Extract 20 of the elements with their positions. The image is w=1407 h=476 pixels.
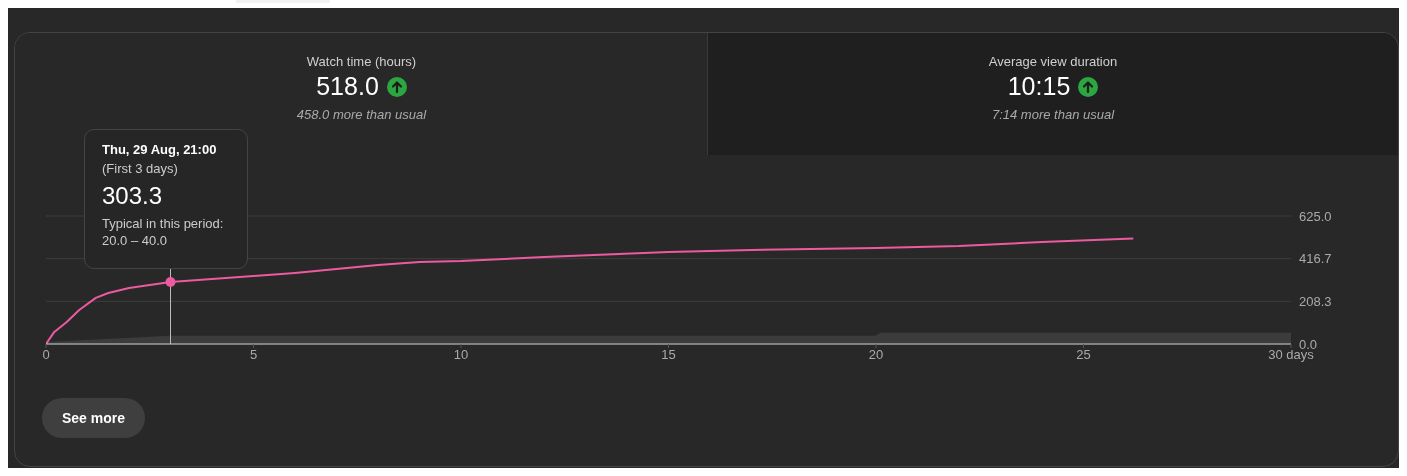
x-tick-label: 25	[1076, 347, 1091, 363]
y-tick-label: 208.3	[1299, 293, 1332, 309]
text: See more	[42, 398, 145, 438]
y-tick-label: 625.0	[1299, 208, 1332, 224]
x-tick-label: 0	[42, 347, 50, 363]
line-series	[46, 237, 1135, 344]
y-tick-label: 416.7	[1299, 251, 1332, 267]
text: 10:15	[1007, 72, 1071, 101]
x-tick-label: 5	[249, 347, 258, 363]
x-tick-label: 15	[661, 347, 676, 363]
x-tick-label: 10	[453, 347, 469, 363]
text: 7:14 more than usual	[990, 107, 1116, 122]
text: 458.0 more than usual	[295, 107, 428, 122]
text: Watch time (hours)	[305, 54, 418, 69]
annotation: Typical in this period:	[102, 216, 225, 231]
text: 518.0	[316, 72, 379, 101]
x-tick-label: 20	[868, 347, 884, 363]
annotation: 20.0 – 40.0	[102, 233, 169, 248]
text: Average view duration	[987, 54, 1119, 69]
tooltip-card: Thu, 29 Aug, 21:00 (First 3 days) 303.3 Typical in this period: 20.0 – 40.0	[84, 129, 248, 269]
